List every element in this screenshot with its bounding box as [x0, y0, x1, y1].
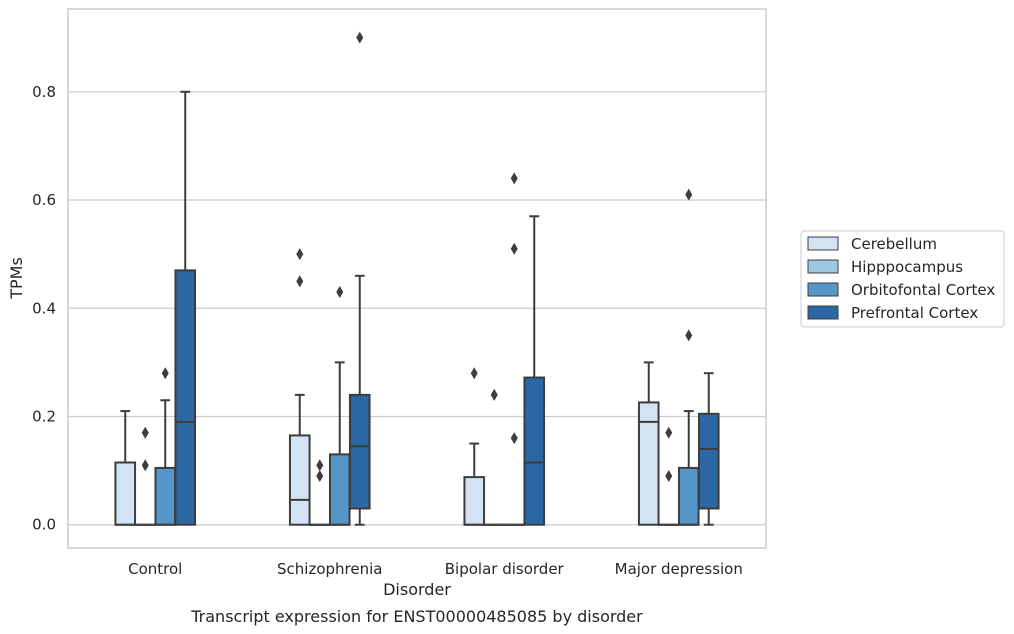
box-group [114, 410, 137, 526]
legend-label: Hipppocampus [851, 258, 963, 276]
outlier-point [296, 275, 304, 288]
y-axis-title: TPMs [7, 257, 26, 300]
outlier-point [510, 432, 518, 445]
outlier-point [356, 31, 364, 44]
y-tick-label: 0.2 [32, 407, 56, 425]
box [288, 434, 311, 526]
y-axis-tick-labels: 0.0 0.2 0.4 0.6 0.8 [32, 83, 56, 534]
box [328, 453, 351, 526]
legend: Cerebellum Hipppocampus Orbitofontal Corte… [800, 230, 1005, 328]
box-group [697, 372, 720, 526]
box [697, 412, 720, 510]
series-orbitofontal-cortex [154, 172, 700, 526]
box [174, 269, 197, 526]
box-group [503, 172, 526, 526]
box [154, 466, 177, 526]
legend-frame [800, 230, 1005, 328]
box-group [308, 459, 331, 526]
outlier-point [141, 426, 149, 439]
legend-swatch [807, 236, 839, 251]
x-tick-label: Major depression [615, 560, 743, 578]
box-group [288, 248, 311, 526]
box-group [523, 215, 546, 526]
x-axis-tick-labels: Control Schizophrenia Bipolar disorder Majo… [128, 560, 743, 578]
outlier-point [470, 367, 478, 380]
outlier-point [316, 470, 324, 483]
box-group [328, 286, 351, 526]
gridlines [68, 91, 766, 526]
legend-label: Orbitofontal Cortex [851, 281, 995, 299]
y-tick-label: 0.4 [32, 299, 56, 317]
x-axis-title: Disorder [383, 580, 451, 599]
box [677, 466, 700, 526]
box [114, 461, 137, 526]
y-tick-label: 0.6 [32, 191, 56, 209]
outlier-point [296, 248, 304, 261]
box-group [463, 367, 486, 526]
outlier-point [336, 286, 344, 299]
box-group [637, 361, 660, 526]
legend-label: Cerebellum [851, 235, 937, 253]
series-hipppocampus [134, 388, 680, 526]
plot-frame [67, 8, 767, 549]
box-group [134, 426, 157, 526]
box-group [154, 367, 177, 526]
box [637, 401, 660, 526]
outlier-point [510, 242, 518, 255]
legend-swatch [807, 305, 839, 320]
outlier-point [141, 459, 149, 472]
box [523, 376, 546, 526]
x-tick-label: Control [128, 560, 182, 578]
box-group [348, 31, 371, 526]
series-prefrontal-cortex [174, 31, 720, 526]
box [348, 393, 371, 510]
chart-caption: Transcript expression for ENST0000048508… [190, 607, 643, 626]
y-tick-label: 0.0 [32, 516, 56, 534]
outlier-point [665, 470, 673, 483]
outlier-point [490, 388, 498, 401]
y-tick-label: 0.8 [32, 83, 56, 101]
outlier-point [685, 188, 693, 201]
box-group [657, 426, 680, 526]
box-group [174, 90, 197, 526]
box-plot-series [114, 31, 720, 526]
x-tick-label: Bipolar disorder [445, 560, 565, 578]
box-group [483, 388, 506, 526]
series-cerebellum [114, 248, 660, 526]
outlier-point [316, 459, 324, 472]
x-tick-label: Schizophrenia [277, 560, 382, 578]
legend-swatch [807, 282, 839, 297]
outlier-point [161, 367, 169, 380]
box-group [677, 188, 700, 526]
outlier-point [510, 172, 518, 185]
legend-label: Prefrontal Cortex [851, 304, 978, 322]
box [463, 476, 486, 526]
outlier-point [685, 329, 693, 342]
outlier-point [665, 426, 673, 439]
legend-swatch [807, 259, 839, 274]
